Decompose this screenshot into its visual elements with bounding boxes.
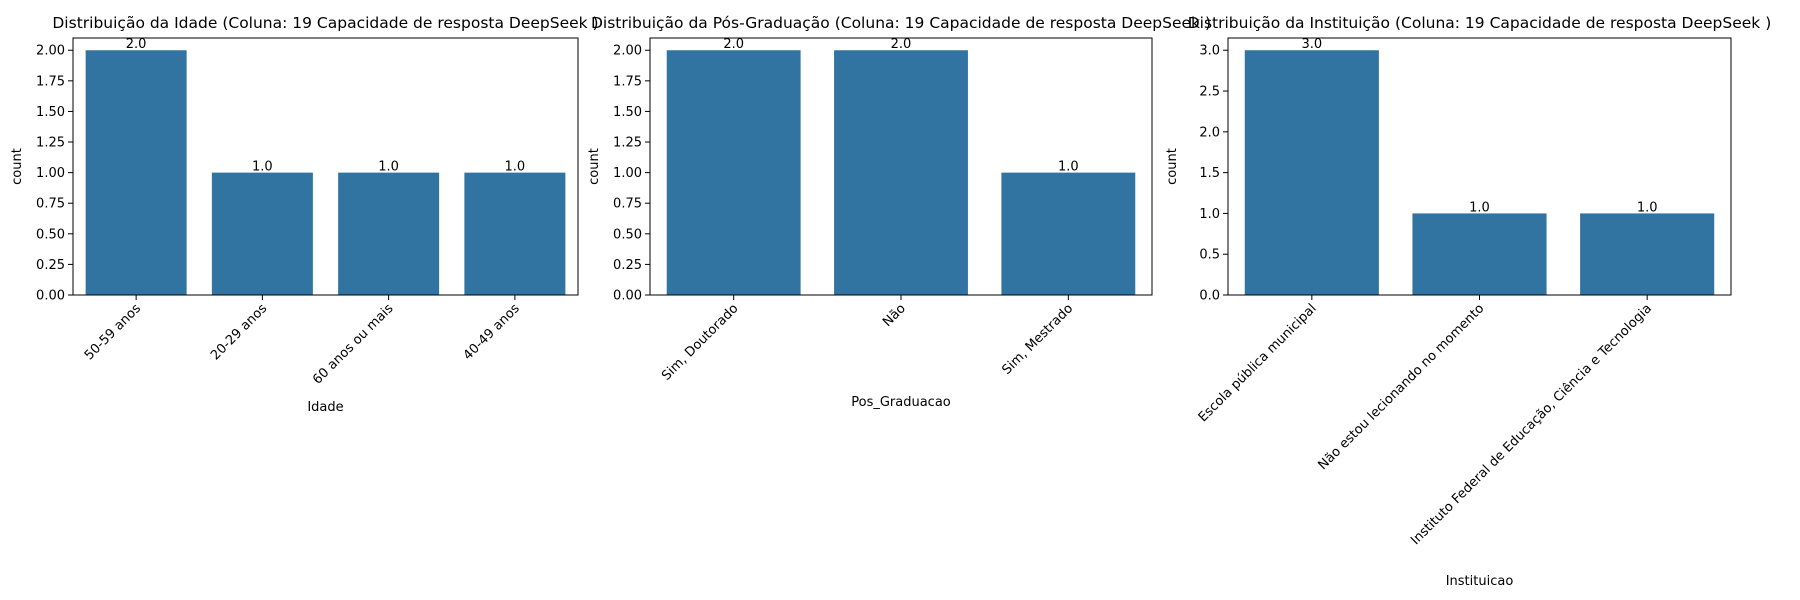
y-tick-label: 0.00 <box>36 289 65 304</box>
y-axis-label: count <box>587 148 602 185</box>
x-tick-label: Não estou lecionando no momento <box>1316 301 1488 473</box>
bar <box>666 50 801 295</box>
bar-value-label: 1.0 <box>252 160 273 175</box>
y-tick-label: 1.00 <box>613 166 642 181</box>
x-tick-label: Escola pública municipal <box>1196 301 1320 425</box>
bar-value-label: 1.0 <box>1058 160 1079 175</box>
x-tick-label: Não <box>880 301 909 330</box>
chart-title: Distribuição da Instituição (Coluna: 19 … <box>1188 14 1772 32</box>
y-tick-label: 0.50 <box>613 227 642 242</box>
bar <box>85 50 187 295</box>
x-axis-label: Pos_Graduacao <box>851 395 951 410</box>
chart-title: Distribuição da Idade (Coluna: 19 Capaci… <box>52 14 598 32</box>
bar-value-label: 2.0 <box>723 37 744 52</box>
chart-1: 2.0 2.0 1.0 0.00 0.25 0.50 0.75 1.00 1.25 1.50 1.7… <box>587 14 1211 410</box>
y-tick-label: 1.00 <box>36 166 65 181</box>
x-tick-label: 60 anos ou mais <box>310 301 396 387</box>
chart-2: 3.0 1.0 1.0 0.0 0.5 1.0 1.5 2.0 2.5 3.0 Escola púb… <box>1165 14 1771 589</box>
y-tick-label: 2.00 <box>613 44 642 59</box>
x-axis-label: Idade <box>307 400 343 415</box>
y-tick-label: 2.00 <box>36 44 65 59</box>
y-tick-label: 0.50 <box>36 227 65 242</box>
bar <box>834 50 968 295</box>
x-tick-label: Sim, Doutorado <box>659 301 741 383</box>
y-tick-label: 0.00 <box>613 289 642 304</box>
chart-0: 2.0 1.0 1.0 1.0 0.00 0.25 0.50 0.75 1.00 1.25 1.50… <box>10 14 599 415</box>
y-tick-label: 0.0 <box>1199 289 1220 304</box>
bar <box>1244 50 1379 295</box>
x-tick-label: 50-59 anos <box>82 301 144 363</box>
bar <box>338 172 440 295</box>
bar <box>1001 172 1136 295</box>
y-tick-label: 0.5 <box>1199 248 1220 263</box>
bar-value-label: 1.0 <box>1637 200 1658 215</box>
axes-frame <box>72 37 579 296</box>
chart-title: Distribuição da Pós-Graduação (Coluna: 1… <box>591 14 1211 32</box>
y-tick-label: 0.25 <box>613 258 642 273</box>
y-tick-label: 1.25 <box>613 136 642 151</box>
y-tick-label: 3.0 <box>1199 44 1220 59</box>
bar <box>1412 213 1547 295</box>
y-tick-label: 1.0 <box>1199 207 1220 222</box>
bar-value-label: 2.0 <box>126 37 147 52</box>
y-tick-label: 0.75 <box>613 197 642 212</box>
x-axis-label: Instituicao <box>1446 574 1514 589</box>
bar-value-label: 1.0 <box>505 160 526 175</box>
x-tick-label: 40-49 anos <box>461 301 523 363</box>
y-tick-label: 1.25 <box>36 136 65 151</box>
y-tick-label: 1.75 <box>613 74 642 89</box>
y-tick-label: 1.50 <box>613 105 642 120</box>
bar <box>464 172 566 295</box>
bar-value-label: 1.0 <box>1469 200 1490 215</box>
y-tick-label: 1.50 <box>36 105 65 120</box>
y-tick-label: 2.5 <box>1199 85 1220 100</box>
bar <box>1580 213 1715 295</box>
x-tick-label: 20-29 anos <box>208 301 270 363</box>
x-tick-label: Sim, Mestrado <box>1000 301 1077 378</box>
bar <box>211 172 313 295</box>
y-tick-label: 2.0 <box>1199 125 1220 140</box>
y-tick-label: 1.5 <box>1199 166 1220 181</box>
bar-value-label: 2.0 <box>891 37 912 52</box>
bar-value-label: 1.0 <box>378 160 399 175</box>
y-tick-label: 0.25 <box>36 258 65 273</box>
y-axis-label: count <box>1165 148 1180 185</box>
y-tick-label: 1.75 <box>36 74 65 89</box>
y-axis-label: count <box>10 148 25 185</box>
bar-value-label: 3.0 <box>1301 37 1322 52</box>
y-tick-label: 0.75 <box>36 197 65 212</box>
